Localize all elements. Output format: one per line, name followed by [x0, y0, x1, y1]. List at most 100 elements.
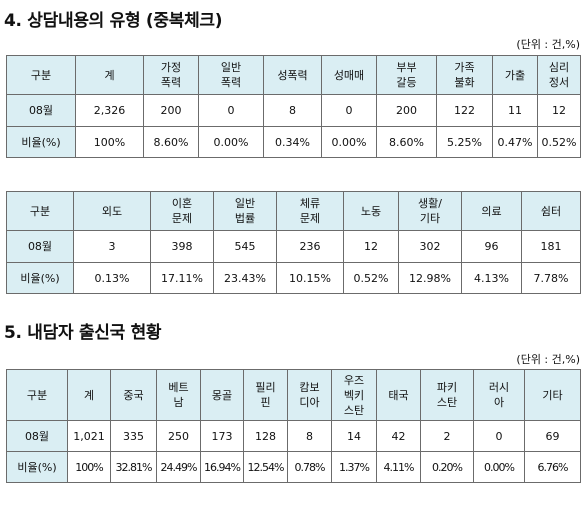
row-label: 비율(%): [6, 262, 74, 294]
header-cell: 우즈 벡키 스탄: [331, 369, 377, 421]
table-cell: 236: [276, 230, 344, 263]
section5-unit-note: (단위 : 건,%): [516, 353, 580, 366]
table-cell: 181: [521, 230, 581, 263]
consultation-type-table-2: 구분 외도 이혼 문제 일반 법률 체류 문제 노동 생활/ 기타 의료 쉼터 …: [6, 191, 581, 294]
table-cell: 0.34%: [263, 126, 322, 158]
table-cell: 0.13%: [73, 262, 151, 294]
table-cell: 1,021: [67, 420, 111, 452]
table-cell: 200: [143, 94, 199, 127]
table-cell: 2,326: [75, 94, 144, 127]
table-cell: 24.49%: [156, 451, 201, 483]
table-cell: 0.00%: [198, 126, 264, 158]
table-cell: 545: [213, 230, 277, 263]
header-cell: 가족 불화: [436, 55, 493, 95]
table-cell: 173: [200, 420, 244, 452]
section4-title: 4. 상담내용의 유형 (중복체크): [4, 11, 223, 31]
table-cell: 0.78%: [287, 451, 332, 483]
table-cell: 0.47%: [492, 126, 538, 158]
table-cell: 8: [263, 94, 322, 127]
table-cell: 12.98%: [398, 262, 462, 294]
header-cell: 생활/ 기타: [398, 191, 462, 231]
table-cell: 7.78%: [521, 262, 581, 294]
section5-title: 5. 내담자 출신국 현황: [4, 323, 162, 343]
table-cell: 0.00%: [321, 126, 377, 158]
table-cell: 100%: [67, 451, 111, 483]
header-cell: 필리 핀: [243, 369, 288, 421]
header-cell: 몽골: [200, 369, 244, 421]
table-cell: 0.52%: [343, 262, 399, 294]
client-origin-country-table: 구분 계 중국 베트 남 몽골 필리 핀 캄보 디아 우즈 벡키 스탄 태국 파…: [6, 369, 581, 483]
table-cell: 3: [73, 230, 151, 263]
header-cell: 파키 스탄: [420, 369, 474, 421]
row-label: 비율(%): [6, 451, 68, 483]
row-label: 비율(%): [6, 126, 76, 158]
table-cell: 17.11%: [150, 262, 214, 294]
row-label: 08월: [6, 94, 76, 127]
table-cell: 0: [198, 94, 264, 127]
table-cell: 6.76%: [524, 451, 581, 483]
table-cell: 8.60%: [143, 126, 199, 158]
table-cell: 8.60%: [376, 126, 437, 158]
header-cell: 캄보 디아: [287, 369, 332, 421]
table-row: 비율(%) 100% 32.81% 24.49% 16.94% 12.54% 0…: [6, 451, 581, 483]
table-cell: 11: [492, 94, 538, 127]
table-cell: 12.54%: [243, 451, 288, 483]
header-cell: 가정 폭력: [143, 55, 199, 95]
table-cell: 96: [461, 230, 522, 263]
table-row: 비율(%) 100% 8.60% 0.00% 0.34% 0.00% 8.60%…: [6, 126, 581, 158]
table-cell: 302: [398, 230, 462, 263]
header-cell: 부부 갈등: [376, 55, 437, 95]
table-cell: 0.20%: [420, 451, 474, 483]
header-cell: 외도: [73, 191, 151, 231]
table-row: 08월 2,326 200 0 8 0 200 122 11 12: [6, 94, 581, 127]
header-cell: 일반 폭력: [198, 55, 264, 95]
table-cell: 5.25%: [436, 126, 493, 158]
table-cell: 69: [524, 420, 581, 452]
table-cell: 8: [287, 420, 332, 452]
table-cell: 0.00%: [473, 451, 525, 483]
table-cell: 12: [343, 230, 399, 263]
table-cell: 398: [150, 230, 214, 263]
header-cell: 구분: [6, 55, 76, 95]
header-cell: 심리 정서: [537, 55, 581, 95]
table-cell: 0: [473, 420, 525, 452]
consultation-type-table-1: 구분 계 가정 폭력 일반 폭력 성폭력 성매매 부부 갈등 가족 불화 가출 …: [6, 55, 581, 158]
table-cell: 0: [321, 94, 377, 127]
header-cell: 체류 문제: [276, 191, 344, 231]
header-cell: 가출: [492, 55, 538, 95]
table-row: 비율(%) 0.13% 17.11% 23.43% 10.15% 0.52% 1…: [6, 262, 581, 294]
table-cell: 23.43%: [213, 262, 277, 294]
row-label: 08월: [6, 420, 68, 452]
table-cell: 10.15%: [276, 262, 344, 294]
header-cell: 이혼 문제: [150, 191, 214, 231]
header-cell: 중국: [110, 369, 157, 421]
table-header-row: 구분 계 중국 베트 남 몽골 필리 핀 캄보 디아 우즈 벡키 스탄 태국 파…: [6, 369, 581, 421]
header-cell: 쉼터: [521, 191, 581, 231]
table-cell: 42: [376, 420, 421, 452]
table-cell: 0.52%: [537, 126, 581, 158]
table-cell: 4.11%: [376, 451, 421, 483]
header-cell: 일반 법률: [213, 191, 277, 231]
header-cell: 태국: [376, 369, 421, 421]
header-cell: 베트 남: [156, 369, 201, 421]
table-cell: 32.81%: [110, 451, 157, 483]
header-cell: 노동: [343, 191, 399, 231]
section4-unit-note: (단위 : 건,%): [516, 38, 580, 51]
table-cell: 12: [537, 94, 581, 127]
header-cell: 구분: [6, 191, 74, 231]
header-cell: 계: [75, 55, 144, 95]
header-cell: 기타: [524, 369, 581, 421]
table-cell: 4.13%: [461, 262, 522, 294]
header-cell: 계: [67, 369, 111, 421]
table-cell: 2: [420, 420, 474, 452]
table-cell: 1.37%: [331, 451, 377, 483]
table-cell: 335: [110, 420, 157, 452]
table-cell: 14: [331, 420, 377, 452]
table-header-row: 구분 외도 이혼 문제 일반 법률 체류 문제 노동 생활/ 기타 의료 쉼터: [6, 191, 581, 231]
header-cell: 구분: [6, 369, 68, 421]
table-header-row: 구분 계 가정 폭력 일반 폭력 성폭력 성매매 부부 갈등 가족 불화 가출 …: [6, 55, 581, 95]
row-label: 08월: [6, 230, 74, 263]
table-cell: 200: [376, 94, 437, 127]
header-cell: 의료: [461, 191, 522, 231]
table-cell: 16.94%: [200, 451, 244, 483]
